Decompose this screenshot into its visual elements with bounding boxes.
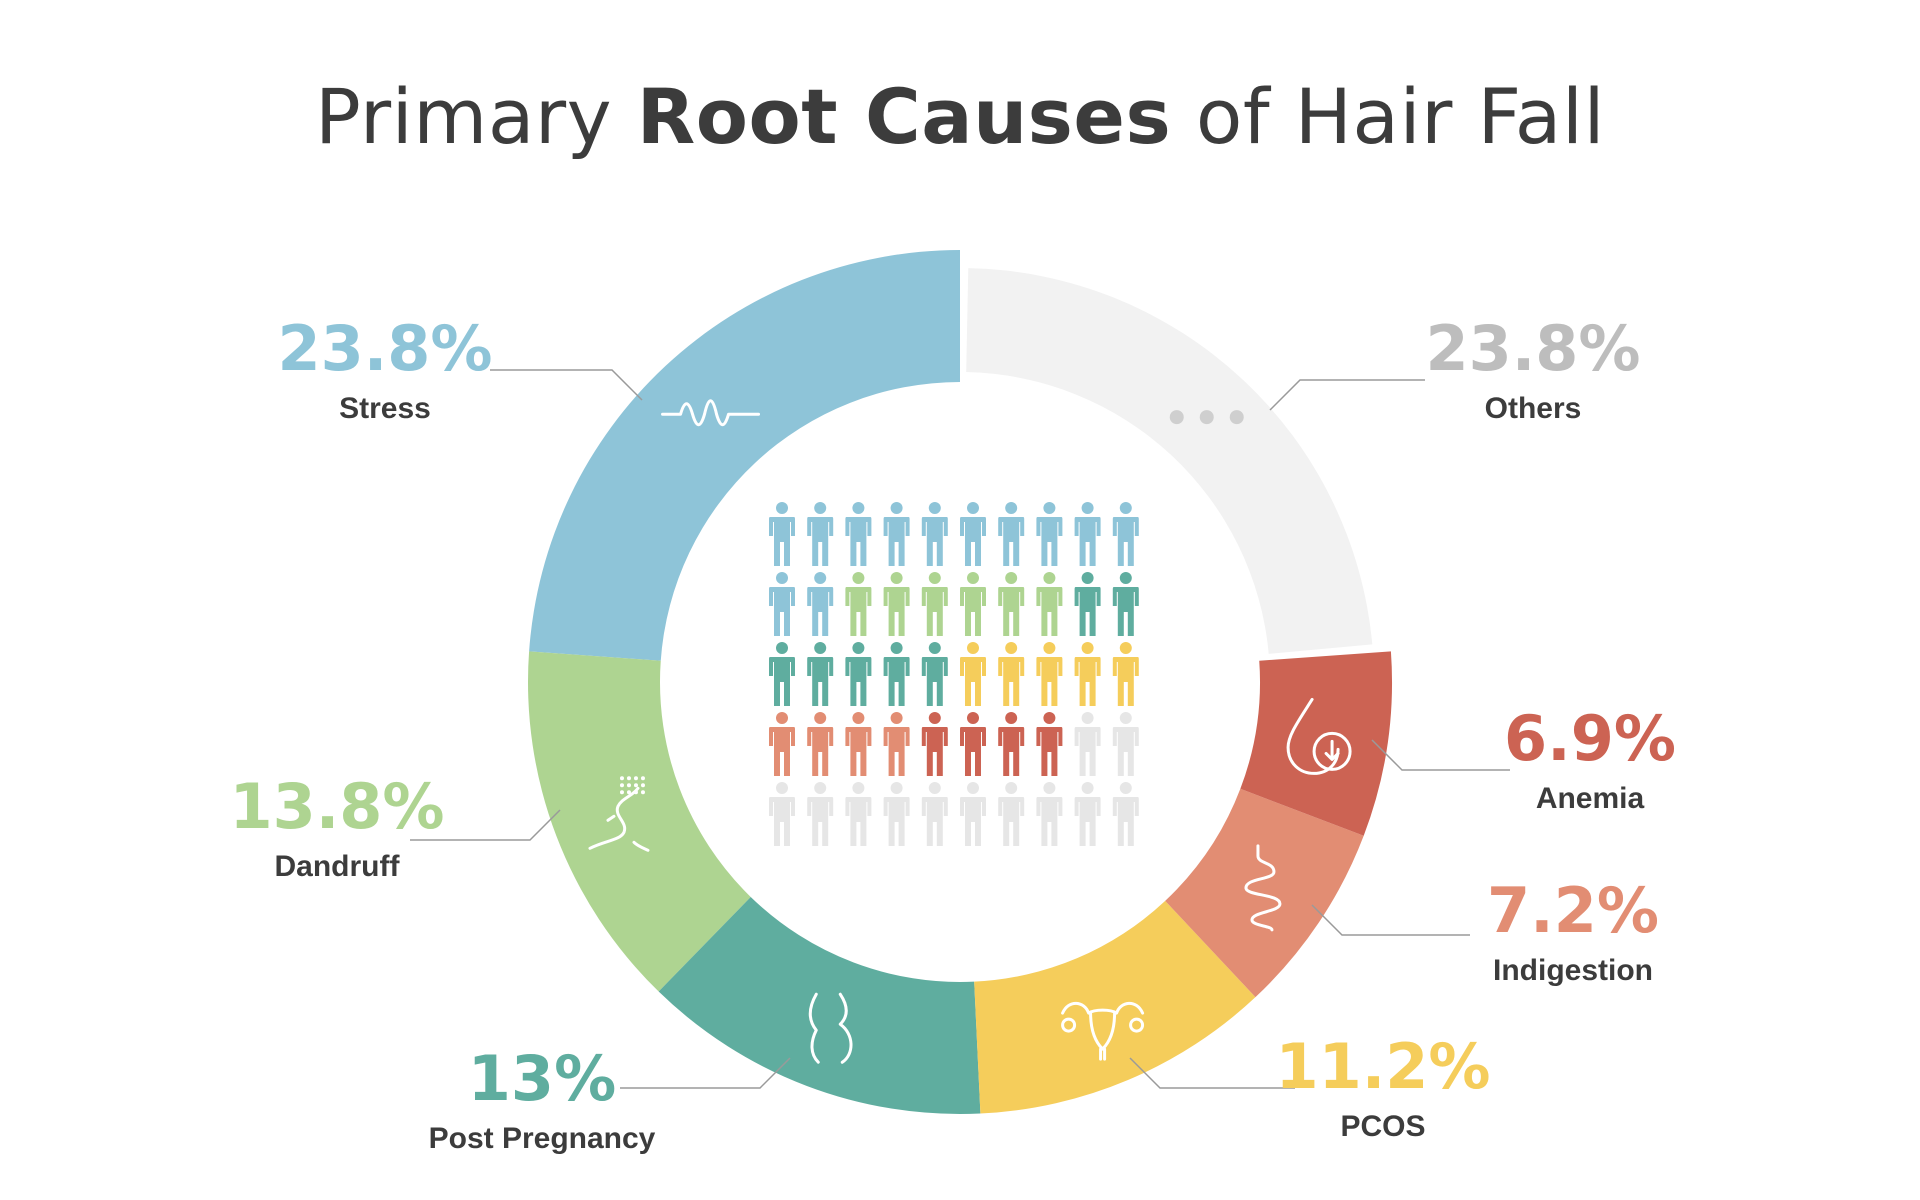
person-icon <box>769 502 795 566</box>
person-icon <box>921 642 948 706</box>
leader-line <box>1269 379 1425 411</box>
person-icon <box>883 642 910 706</box>
person-icon <box>921 712 948 776</box>
slice-category-label: Stress <box>339 392 431 425</box>
person-icon <box>807 712 834 776</box>
pregnant-belly-icon <box>808 992 853 1064</box>
blood-drop-icon <box>1286 697 1352 775</box>
person-icon <box>1112 782 1139 846</box>
slice-post-pregnancy <box>658 896 981 1114</box>
person-icon <box>960 502 986 566</box>
person-icon <box>1112 572 1139 636</box>
slice-category-label: Post Pregnancy <box>429 1122 656 1155</box>
head-dandruff-icon <box>588 776 650 852</box>
person-icon <box>1074 642 1101 706</box>
person-icon <box>1074 782 1101 846</box>
slice-stress <box>529 250 960 661</box>
slice-value-label: 7.2% <box>1487 874 1659 947</box>
leader-line <box>490 369 643 401</box>
slice-category-label: PCOS <box>1340 1110 1425 1143</box>
person-icon <box>807 782 834 846</box>
person-icon <box>845 712 872 776</box>
person-icon <box>1036 642 1063 706</box>
person-icon <box>883 782 910 846</box>
person-icon <box>769 572 795 636</box>
chart-title: Primary Root Causes of Hair Fall <box>0 72 1920 161</box>
person-icon <box>769 642 795 706</box>
person-icon <box>807 502 834 566</box>
person-icon <box>845 642 872 706</box>
pulse-wave-icon <box>661 399 761 427</box>
slice-dandruff <box>528 651 751 992</box>
leader-line <box>620 1057 791 1089</box>
person-icon <box>998 712 1025 776</box>
slice-pcos <box>974 900 1256 1114</box>
person-icon <box>845 502 872 566</box>
uterus-icon <box>1061 1001 1145 1061</box>
title-bold: Root Causes <box>636 72 1172 161</box>
slice-value-label: 23.8% <box>277 312 492 385</box>
title-suffix: of Hair Fall <box>1171 72 1606 161</box>
person-icon <box>1036 712 1063 776</box>
person-icon <box>1112 712 1139 776</box>
person-icon <box>807 642 834 706</box>
person-icon <box>1112 502 1139 566</box>
person-icon <box>769 782 795 846</box>
person-icon <box>960 572 986 636</box>
person-icon <box>883 502 910 566</box>
person-icon <box>845 572 872 636</box>
person-icon <box>1112 642 1139 706</box>
person-icon <box>960 712 986 776</box>
person-icon <box>1074 712 1101 776</box>
person-icon <box>1074 502 1101 566</box>
person-icon <box>769 712 795 776</box>
leader-line <box>1311 904 1470 936</box>
person-icon <box>998 782 1025 846</box>
ellipsis-icon <box>1169 410 1244 425</box>
slice-category-label: Indigestion <box>1493 954 1653 987</box>
person-icon <box>921 572 948 636</box>
slice-value-label: 23.8% <box>1425 312 1640 385</box>
person-icon <box>807 572 834 636</box>
person-icon <box>1074 572 1101 636</box>
slice-value-label: 13% <box>468 1042 616 1115</box>
person-icon <box>1036 572 1063 636</box>
person-icon <box>998 572 1025 636</box>
slice-others <box>966 268 1373 654</box>
title-prefix: Primary <box>314 72 637 161</box>
slice-value-label: 13.8% <box>229 770 444 843</box>
intestine-icon <box>1244 844 1282 932</box>
slice-category-label: Others <box>1485 392 1582 425</box>
person-icon <box>960 782 986 846</box>
person-icon <box>921 502 948 566</box>
person-icon <box>883 572 910 636</box>
leader-line <box>1129 1057 1295 1089</box>
person-icon <box>845 782 872 846</box>
slice-indigestion <box>1165 788 1364 998</box>
slice-category-label: Dandruff <box>275 850 401 883</box>
leader-line <box>410 809 561 841</box>
person-icon <box>998 642 1025 706</box>
person-icon <box>998 502 1025 566</box>
leader-line <box>1371 739 1510 771</box>
slice-value-label: 6.9% <box>1504 702 1676 775</box>
slice-value-label: 11.2% <box>1275 1030 1490 1103</box>
person-icon <box>1036 782 1063 846</box>
person-icon <box>1036 502 1063 566</box>
slice-category-label: Anemia <box>1536 782 1645 815</box>
person-icon <box>960 642 986 706</box>
person-icon <box>883 712 910 776</box>
person-icon <box>921 782 948 846</box>
